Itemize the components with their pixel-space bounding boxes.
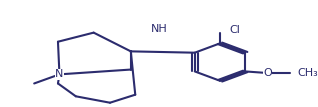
Text: N: N	[55, 69, 64, 79]
Text: Cl: Cl	[229, 25, 240, 36]
Text: CH₃: CH₃	[297, 68, 318, 78]
Text: NH: NH	[151, 24, 167, 34]
Text: O: O	[263, 68, 272, 78]
